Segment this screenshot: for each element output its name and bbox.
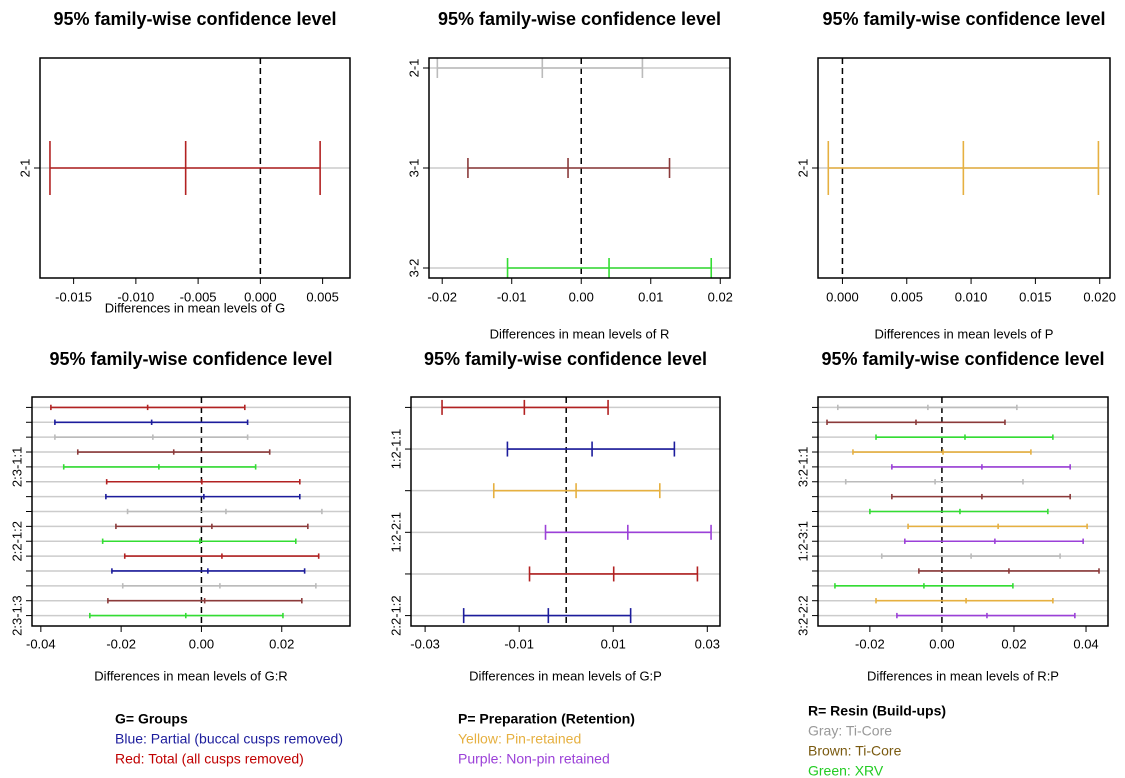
x-axis-label: Differences in mean levels of G:P: [469, 668, 662, 683]
plot-box: [817, 57, 1111, 279]
x-tick-label: -0.01: [497, 289, 527, 304]
y-tick-label: 1:2-3:1: [795, 521, 810, 561]
x-tick-label: -0.02: [855, 636, 885, 651]
y-tick-label: 2-1: [795, 159, 810, 178]
y-tick-label: 2:3-1:3: [9, 595, 24, 635]
note-item: Yellow: Pin-retained: [458, 731, 581, 747]
x-axis-label: Differences in mean levels of G:R: [94, 668, 287, 683]
x-tick-label: 0.01: [601, 636, 626, 651]
x-tick-label: 0.04: [1073, 636, 1098, 651]
note-item: Brown: Ti-Core: [808, 743, 902, 759]
x-tick-label: 0.02: [708, 289, 733, 304]
note-title: R= Resin (Build-ups): [808, 703, 946, 719]
x-tick-label: 0.03: [695, 636, 720, 651]
y-tick-label: 3:2-2:2: [795, 595, 810, 635]
x-tick-label: 0.00: [189, 636, 214, 651]
x-tick-label: -0.02: [427, 289, 457, 304]
note-title: P= Preparation (Retention): [458, 711, 635, 727]
x-axis-label: Differences in mean levels of R:P: [867, 668, 1059, 683]
x-tick-label: 0.020: [1083, 289, 1116, 304]
x-tick-label: -0.03: [410, 636, 440, 651]
x-tick-label: 0.01: [638, 289, 663, 304]
x-axis-label: Differences in mean levels of P: [875, 326, 1054, 341]
x-tick-label: -0.010: [117, 289, 154, 304]
x-tick-label: 0.010: [955, 289, 988, 304]
note-item: Gray: Ti-Core: [808, 723, 892, 739]
plot-box: [817, 396, 1109, 627]
x-tick-label: 0.00: [929, 636, 954, 651]
plot-box: [31, 396, 351, 627]
x-tick-label: -0.04: [26, 636, 56, 651]
x-tick-label: -0.015: [55, 289, 92, 304]
x-tick-label: 0.00: [569, 289, 594, 304]
plot-box: [410, 396, 721, 627]
y-tick-label: 2:2-1:2: [9, 521, 24, 561]
note-item: Purple: Non-pin retained: [458, 751, 610, 767]
x-tick-label: 0.02: [269, 636, 294, 651]
x-tick-label: 0.02: [1001, 636, 1026, 651]
y-tick-label: 2-1: [406, 59, 421, 78]
y-tick-label: 3:2-1:1: [795, 447, 810, 487]
chart-title: 95% family-wise confidence level: [49, 349, 332, 369]
chart-title: 95% family-wise confidence level: [822, 9, 1105, 29]
plot-box: [428, 57, 731, 279]
x-tick-label: -0.005: [180, 289, 217, 304]
note-item: Blue: Partial (buccal cusps removed): [115, 731, 343, 747]
note-item: Red: Total (all cusps removed): [115, 751, 304, 767]
chart-title: 95% family-wise confidence level: [53, 9, 336, 29]
y-tick-label: 1:2-2:1: [388, 512, 403, 552]
x-tick-label: 0.015: [1019, 289, 1052, 304]
x-tick-label: -0.01: [504, 636, 534, 651]
y-tick-label: 2-1: [17, 159, 32, 178]
x-axis-label: Differences in mean levels of G: [105, 300, 285, 315]
y-tick-label: 2:2-1:2: [388, 595, 403, 635]
y-tick-label: 2:3-1:1: [9, 447, 24, 487]
chart-title: 95% family-wise confidence level: [424, 349, 707, 369]
x-axis-label: Differences in mean levels of R: [490, 326, 670, 341]
chart-title: 95% family-wise confidence level: [821, 349, 1104, 369]
note-title: G= Groups: [115, 711, 188, 727]
x-tick-label: -0.02: [106, 636, 136, 651]
chart-title: 95% family-wise confidence level: [438, 9, 721, 29]
x-tick-label: 0.005: [890, 289, 923, 304]
plot-box: [39, 57, 351, 279]
note-item: Green: XRV: [808, 763, 884, 778]
y-tick-label: 1:2-1:1: [388, 429, 403, 469]
y-tick-label: 3-1: [406, 159, 421, 178]
x-tick-label: 0.005: [306, 289, 339, 304]
y-tick-label: 3-2: [406, 259, 421, 278]
x-tick-label: 0.000: [244, 289, 277, 304]
x-tick-label: 0.000: [826, 289, 859, 304]
